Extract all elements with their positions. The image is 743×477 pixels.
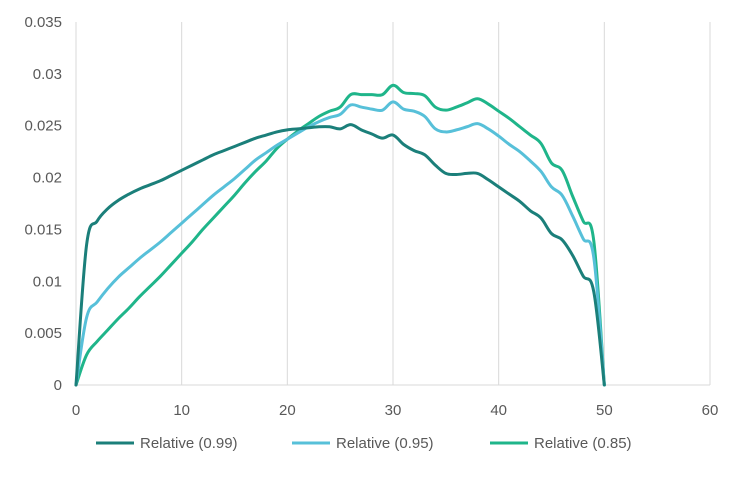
legend-entry-3: Relative (0.85) xyxy=(490,435,632,452)
y-tick-label: 0.03 xyxy=(33,66,62,83)
grid-lines xyxy=(181,22,711,385)
x-tick-label: 40 xyxy=(490,402,507,419)
y-tick-label: 0.02 xyxy=(33,170,62,187)
y-tick-label: 0.035 xyxy=(24,14,62,31)
series-line-2 xyxy=(74,100,606,387)
y-tick-label: 0.015 xyxy=(24,221,62,238)
series-line-1 xyxy=(74,123,606,387)
y-tick-label: 0.005 xyxy=(24,325,62,342)
y-tick-label: 0.01 xyxy=(33,273,62,290)
legend: Relative (0.99) Relative (0.95) Relative (… xyxy=(96,435,632,452)
legend-entry-1: Relative (0.99) xyxy=(96,435,238,452)
x-tick-label: 0 xyxy=(72,402,80,419)
tick-labels: 0 0.005 0.01 0.015 0.02 0.025 0.03 0.035 0 10 20 30… xyxy=(24,14,718,419)
legend-label: Relative (0.95) xyxy=(336,435,434,452)
legend-entry-2: Relative (0.95) xyxy=(292,435,434,452)
y-tick-label: 0.025 xyxy=(24,118,62,135)
legend-label: Relative (0.85) xyxy=(534,435,632,452)
x-tick-label: 20 xyxy=(279,402,296,419)
series-line-3 xyxy=(74,83,606,387)
y-tick-label: 0 xyxy=(54,377,62,394)
x-tick-label: 50 xyxy=(596,402,613,419)
legend-label: Relative (0.99) xyxy=(140,435,238,452)
series-lines xyxy=(74,83,606,387)
x-tick-label: 30 xyxy=(385,402,402,419)
x-tick-label: 10 xyxy=(173,402,190,419)
x-tick-label: 60 xyxy=(702,402,719,419)
